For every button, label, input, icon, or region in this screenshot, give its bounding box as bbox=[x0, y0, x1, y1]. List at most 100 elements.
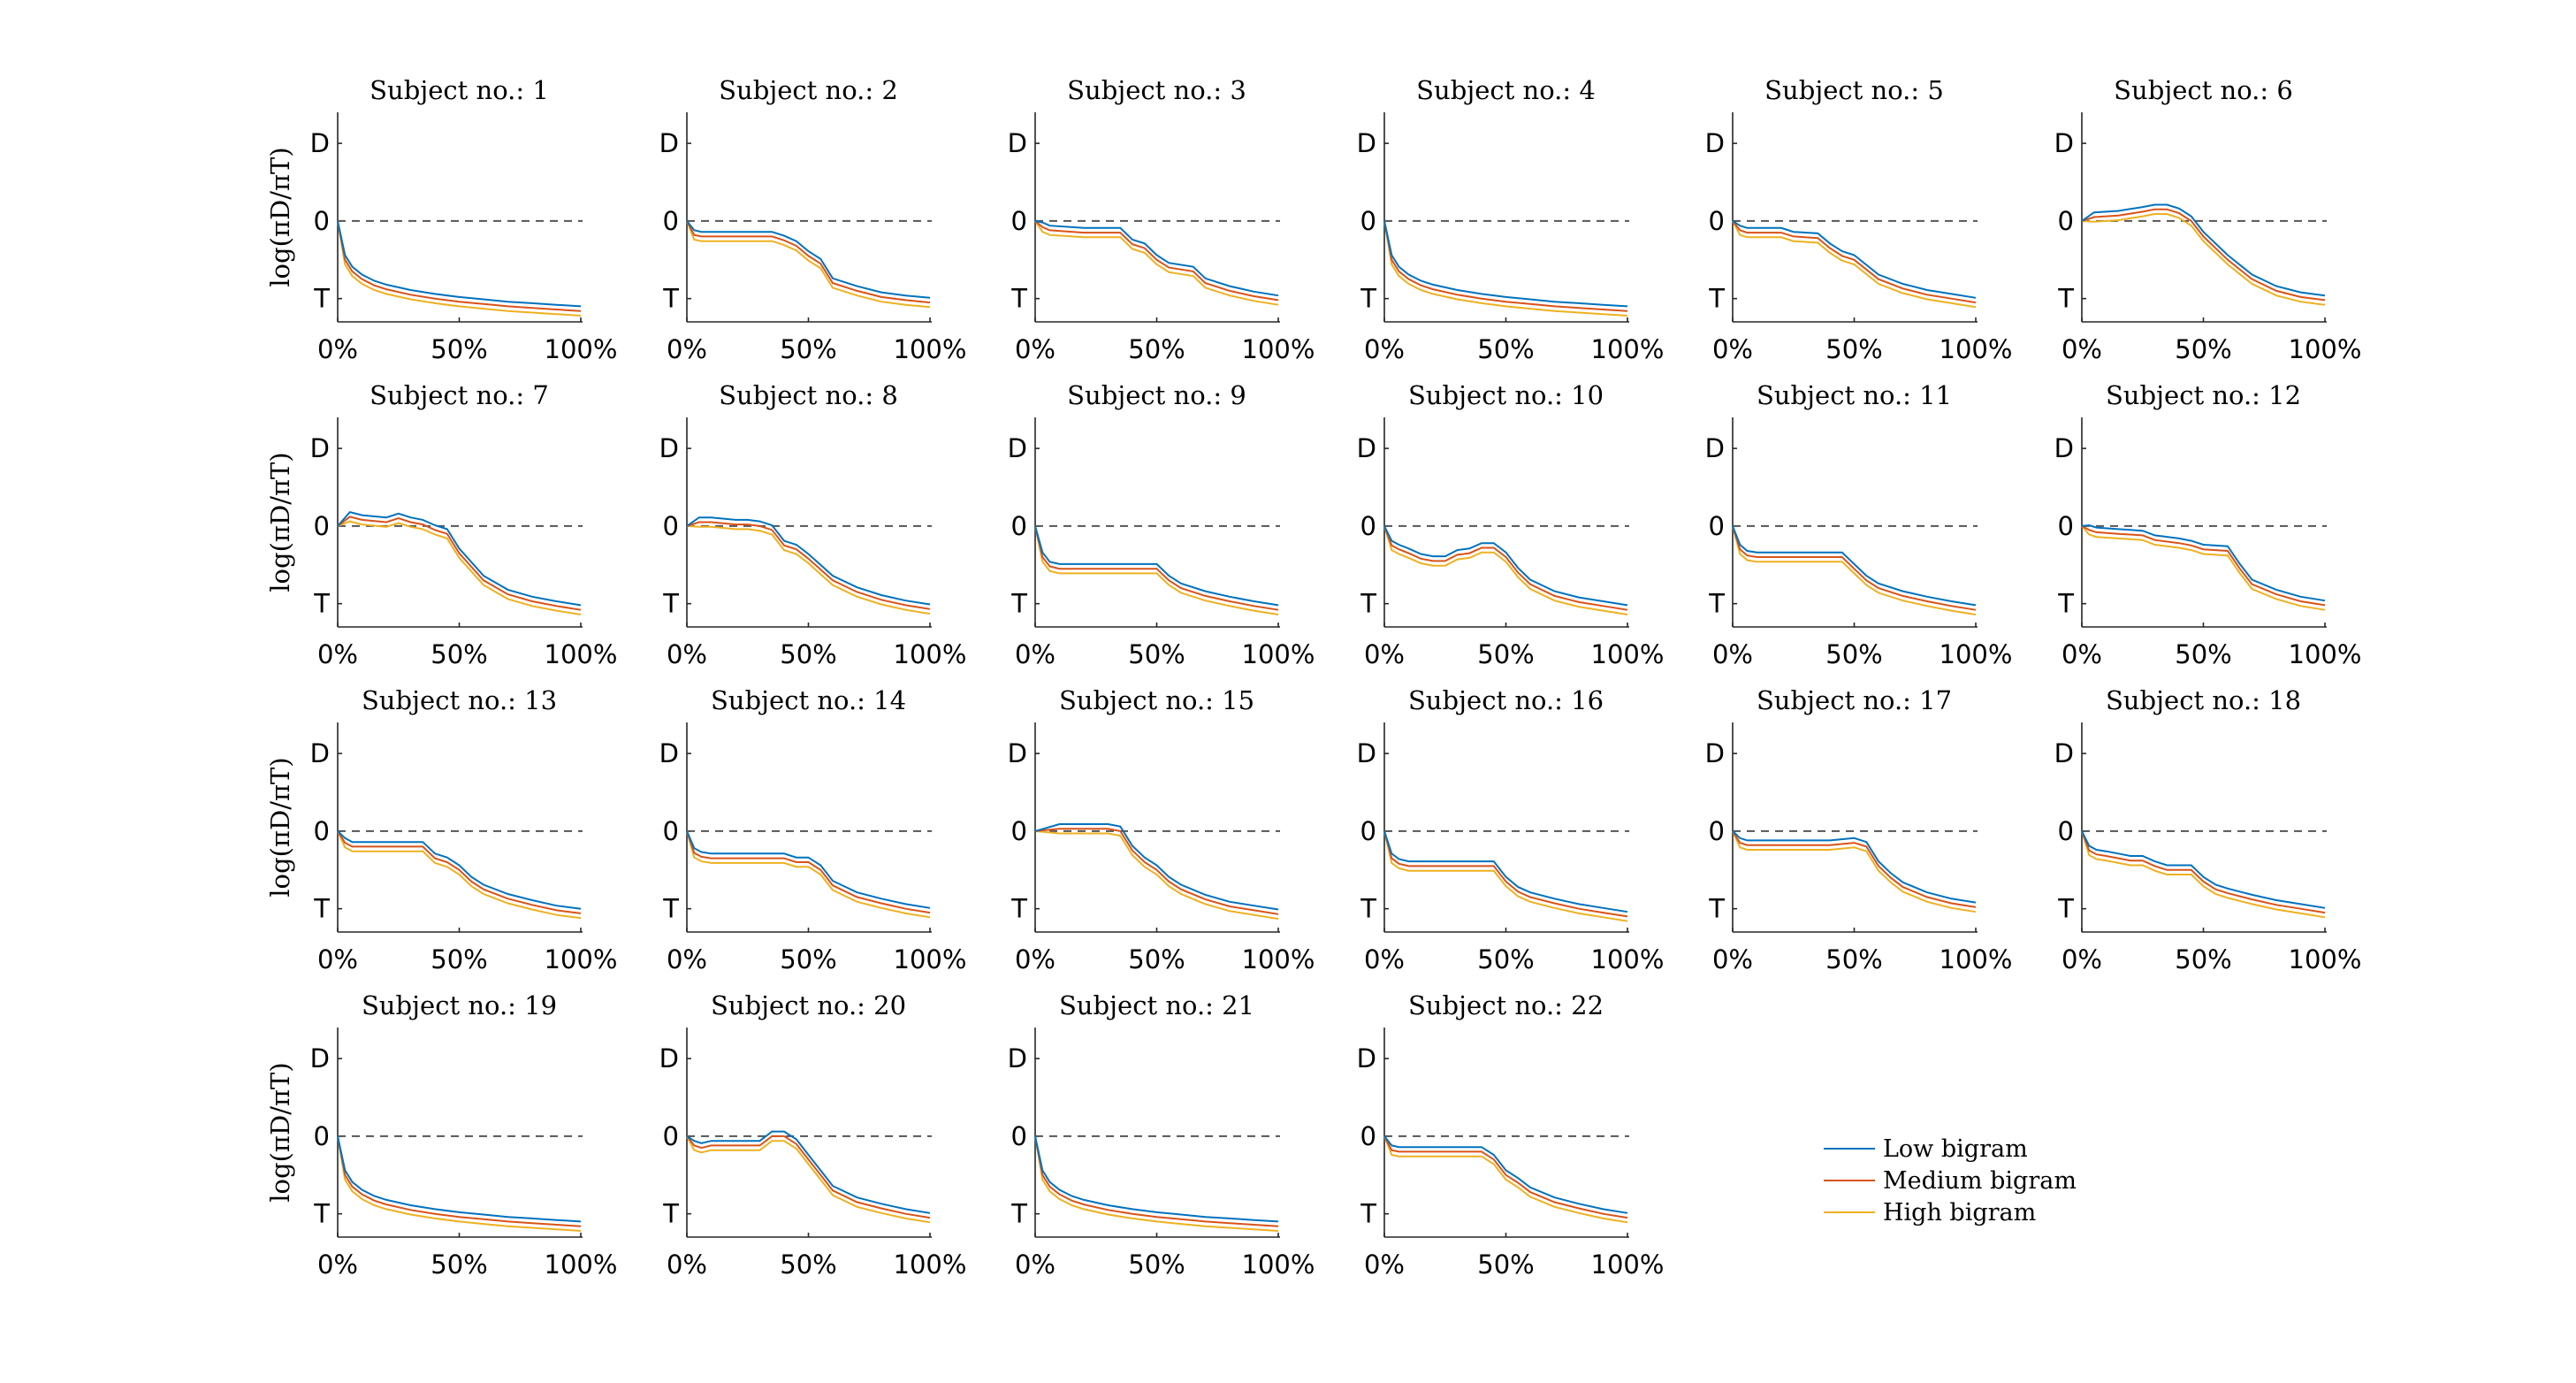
subplot-title: Subject no.: 16 bbox=[1408, 685, 1604, 715]
x-tick-label: 100% bbox=[545, 944, 618, 974]
y-axis-label: log(πD/πT) bbox=[265, 757, 295, 897]
x-tick-label: 0% bbox=[667, 944, 707, 974]
series-line-medium-bigram bbox=[686, 521, 931, 610]
x-tick-label: 0% bbox=[1364, 334, 1405, 364]
subplot-title: Subject no.: 1 bbox=[370, 75, 549, 105]
y-tick-label: T bbox=[1708, 894, 1725, 924]
x-tick-label: 100% bbox=[1242, 334, 1315, 364]
x-tick-label: 50% bbox=[1825, 334, 1882, 364]
legend-label: Medium bigram bbox=[1883, 1167, 2077, 1195]
series-line-medium-bigram bbox=[686, 830, 931, 914]
y-tick-label: 0 bbox=[1011, 206, 1027, 236]
subplot-20: Subject no.: 20 D 0 T 0% 50% 100% bbox=[659, 990, 967, 1280]
series-line-low-bigram bbox=[1732, 830, 1977, 904]
series-line-high-bigram bbox=[1732, 830, 1977, 913]
x-tick-label: 100% bbox=[2289, 944, 2362, 974]
subplot-4: Subject no.: 4 D 0 T 0% 50% 100% bbox=[1357, 75, 1665, 364]
series-line-low-bigram bbox=[2081, 523, 2326, 602]
legend-label: Low bigram bbox=[1883, 1135, 2028, 1163]
y-tick-label: 0 bbox=[2058, 816, 2074, 846]
x-tick-label: 0% bbox=[1364, 944, 1405, 974]
y-tick-label: 0 bbox=[1011, 1121, 1027, 1151]
series-line-low-bigram bbox=[1732, 220, 1977, 299]
x-tick-label: 50% bbox=[1477, 1249, 1534, 1280]
y-tick-label: 0 bbox=[2058, 206, 2074, 236]
x-tick-label: 50% bbox=[1825, 944, 1882, 974]
x-tick-label: 0% bbox=[317, 944, 358, 974]
x-tick-label: 50% bbox=[2175, 639, 2231, 669]
y-tick-label: 0 bbox=[1360, 816, 1376, 846]
series-line-low-bigram bbox=[337, 510, 582, 607]
series-line-medium-bigram bbox=[1034, 1135, 1279, 1227]
y-tick-label: T bbox=[662, 1199, 679, 1229]
series-line-high-bigram bbox=[2081, 213, 2326, 306]
series-line-high-bigram bbox=[1034, 1135, 1279, 1232]
series-line-low-bigram bbox=[1034, 219, 1279, 297]
subplot-title: Subject no.: 21 bbox=[1059, 990, 1254, 1020]
series-line-high-bigram bbox=[1034, 829, 1279, 921]
x-tick-label: 50% bbox=[1128, 334, 1185, 364]
series-line-medium-bigram bbox=[1383, 830, 1628, 918]
x-tick-label: 0% bbox=[2062, 944, 2102, 974]
y-tick-label: D bbox=[659, 1043, 679, 1074]
subplot-title: Subject no.: 19 bbox=[362, 990, 557, 1020]
x-tick-label: 100% bbox=[1591, 639, 1665, 669]
series-line-medium-bigram bbox=[337, 1135, 582, 1227]
y-tick-label: T bbox=[313, 1199, 330, 1229]
x-tick-label: 100% bbox=[2289, 639, 2362, 669]
series-line-high-bigram bbox=[686, 1135, 931, 1224]
x-tick-label: 50% bbox=[1477, 944, 1534, 974]
series-line-low-bigram bbox=[2081, 830, 2326, 909]
y-tick-label: T bbox=[1010, 589, 1027, 619]
x-tick-label: 50% bbox=[780, 1249, 836, 1280]
subplot-title: Subject no.: 11 bbox=[1757, 380, 1952, 410]
x-tick-label: 50% bbox=[1128, 1249, 1185, 1280]
y-tick-label: D bbox=[2054, 738, 2074, 768]
y-tick-label: T bbox=[1708, 589, 1725, 619]
subplot-title: Subject no.: 4 bbox=[1416, 75, 1596, 105]
series-line-high-bigram bbox=[2081, 525, 2326, 611]
x-tick-label: 100% bbox=[894, 334, 967, 364]
series-line-low-bigram bbox=[1383, 525, 1628, 607]
subplot-2: Subject no.: 2 D 0 T 0% 50% 100% bbox=[659, 75, 967, 364]
x-tick-label: 0% bbox=[2062, 334, 2102, 364]
subplot-3: Subject no.: 3 D 0 T 0% 50% 100% bbox=[1008, 75, 1315, 364]
x-tick-label: 0% bbox=[1712, 334, 1753, 364]
x-tick-label: 50% bbox=[1825, 639, 1882, 669]
y-tick-label: T bbox=[1010, 894, 1027, 924]
series-line-high-bigram bbox=[1732, 220, 1977, 309]
subplot-title: Subject no.: 13 bbox=[362, 685, 557, 715]
y-tick-label: D bbox=[1008, 1043, 1027, 1074]
x-tick-label: 100% bbox=[545, 334, 618, 364]
y-tick-label: D bbox=[1357, 1043, 1376, 1074]
y-tick-label: D bbox=[1705, 433, 1725, 463]
series-line-medium-bigram bbox=[1383, 220, 1628, 312]
x-tick-label: 50% bbox=[431, 1249, 487, 1280]
y-tick-label: T bbox=[662, 894, 679, 924]
y-tick-label: D bbox=[310, 128, 330, 158]
y-tick-label: T bbox=[2057, 894, 2074, 924]
subplot-11: Subject no.: 11 D 0 T 0% 50% 100% bbox=[1705, 380, 2013, 669]
subplot-8: Subject no.: 8 D 0 T 0% 50% 100% bbox=[659, 380, 967, 669]
x-tick-label: 50% bbox=[1477, 334, 1534, 364]
legend: Low bigram Medium bigram High bigram bbox=[1824, 1135, 2077, 1226]
series-line-high-bigram bbox=[686, 524, 931, 615]
x-tick-label: 0% bbox=[667, 1249, 707, 1280]
y-tick-label: 0 bbox=[1011, 816, 1027, 846]
series-line-low-bigram bbox=[337, 830, 582, 910]
subplot-title: Subject no.: 15 bbox=[1059, 685, 1254, 715]
subplot-title: Subject no.: 5 bbox=[1764, 75, 1944, 105]
subplot-title: Subject no.: 3 bbox=[1067, 75, 1246, 105]
y-tick-label: 0 bbox=[314, 511, 330, 541]
series-line-high-bigram bbox=[337, 220, 582, 317]
y-tick-label: T bbox=[1360, 1199, 1376, 1229]
x-tick-label: 100% bbox=[1940, 334, 2013, 364]
series-line-low-bigram bbox=[686, 830, 931, 909]
series-line-high-bigram bbox=[686, 830, 931, 919]
y-axis-label: log(πD/πT) bbox=[265, 452, 295, 592]
x-tick-label: 0% bbox=[1364, 1249, 1405, 1280]
y-tick-label: T bbox=[662, 284, 679, 314]
x-tick-label: 0% bbox=[667, 639, 707, 669]
series-line-low-bigram bbox=[686, 220, 931, 299]
